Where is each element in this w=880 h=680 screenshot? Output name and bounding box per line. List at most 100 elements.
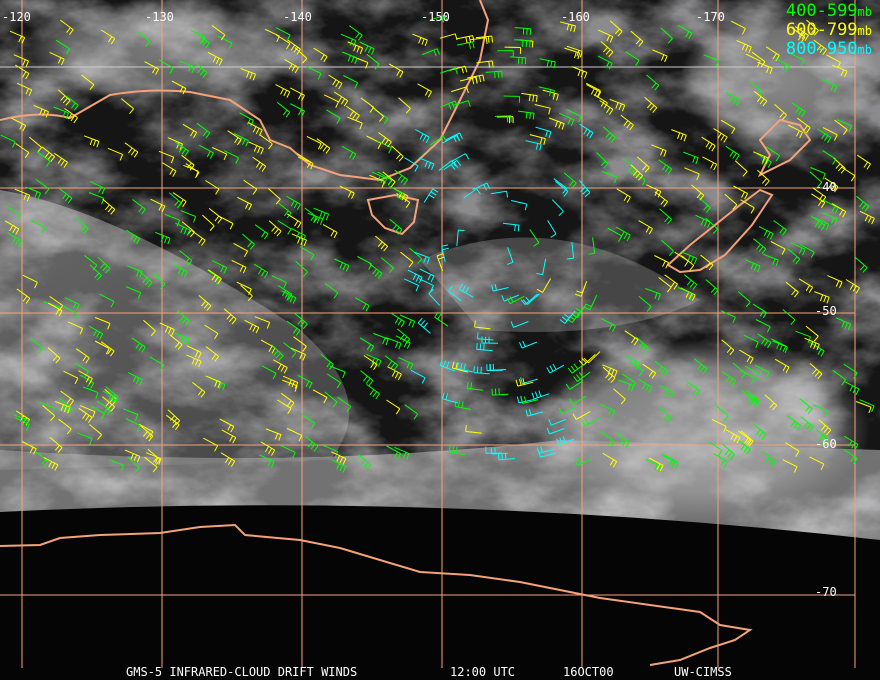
wind-barb (231, 259, 247, 274)
wind-barb (654, 360, 669, 377)
wind-barb (127, 456, 140, 473)
lon-label-160: -160 (561, 10, 590, 24)
wind-barb (743, 334, 759, 349)
wind-barb (369, 263, 383, 279)
wind-barb (417, 83, 432, 98)
wind-barb (473, 366, 490, 375)
wind-barb (77, 432, 93, 445)
wind-barb (520, 377, 538, 385)
wind-barb (475, 35, 493, 43)
wind-barb (301, 413, 316, 429)
wind-barb (834, 119, 848, 135)
wind-barb (616, 188, 631, 203)
wind-barb (280, 392, 295, 409)
wind-barb (294, 313, 308, 330)
wind-barb (404, 404, 419, 420)
wind-barb (259, 454, 275, 468)
wind-barb (817, 128, 832, 144)
wind-barb (510, 200, 528, 211)
wind-barb (485, 70, 503, 79)
wind-barb (313, 47, 328, 63)
wind-barb (765, 146, 781, 162)
wind-barb (286, 428, 303, 442)
lon-label-130: -130 (145, 10, 174, 24)
wind-barb (744, 365, 760, 380)
wind-barb (282, 379, 298, 392)
wind-barb (571, 66, 588, 79)
wind-barb (58, 188, 73, 204)
wind-barb (380, 257, 394, 274)
wind-barb (108, 459, 124, 472)
wind-barb (150, 198, 166, 213)
wind-barb (734, 160, 748, 177)
wind-barb (97, 257, 111, 274)
wind-barb (265, 428, 282, 441)
wind-barb (722, 443, 735, 460)
wind-barb (588, 237, 596, 255)
wind-barb (75, 217, 89, 234)
wind-barb (217, 35, 233, 50)
wind-barb (691, 184, 705, 201)
wind-barb (330, 365, 346, 379)
wind-barb (579, 180, 591, 198)
wind-barb (646, 74, 660, 91)
wind-barb (422, 48, 440, 57)
wind-barb (30, 219, 46, 234)
wind-barb (832, 369, 847, 386)
wind-barb (239, 112, 254, 127)
wind-barb (705, 279, 719, 296)
wind-barb (241, 233, 255, 250)
wind-barb (100, 29, 116, 45)
wind-barb (785, 281, 799, 298)
wind-barb (204, 324, 219, 340)
wind-barb (539, 58, 556, 69)
wind-barb (343, 75, 359, 89)
wind-barb (763, 253, 779, 267)
wind-barb (166, 414, 180, 431)
wind-barb (764, 394, 778, 411)
wind-barb (637, 378, 653, 393)
wind-barb (652, 49, 668, 63)
wind-barb (307, 212, 324, 225)
wind-barb (740, 199, 755, 214)
wind-barb (107, 147, 124, 161)
wind-barb (721, 371, 737, 386)
wind-barb (642, 363, 657, 379)
wind-barb (494, 115, 512, 123)
wind-barb (221, 429, 237, 444)
wind-barb (373, 332, 389, 346)
wind-barb (621, 373, 637, 389)
wind-barb (78, 407, 93, 423)
wind-barb (824, 177, 839, 193)
wind-barb (466, 381, 484, 391)
wind-barb (813, 39, 828, 55)
wind-barb (566, 109, 582, 123)
wind-barb (278, 285, 293, 300)
wind-barb (120, 98, 134, 115)
wind-barb (247, 122, 263, 136)
wind-barb (785, 442, 800, 457)
wind-barb (223, 308, 237, 325)
wind-barb (736, 439, 751, 455)
wind-barb (63, 370, 79, 385)
wind-barb (602, 452, 618, 468)
wind-barb (53, 106, 69, 119)
wind-barb (326, 109, 341, 124)
wind-barb (654, 255, 670, 269)
wind-barb (131, 337, 146, 353)
wind-barb (439, 359, 456, 372)
wind-barb (412, 33, 428, 47)
wind-barb (223, 150, 240, 164)
wind-barb (770, 241, 786, 255)
wind-barb (63, 305, 79, 321)
wind-barb (28, 136, 42, 153)
wind-barb (788, 124, 804, 139)
wind-barb (54, 152, 68, 168)
wind-barb (811, 193, 826, 209)
wind-barb (219, 418, 235, 433)
wind-barb (765, 46, 780, 62)
wind-barb (559, 112, 575, 126)
wind-barb (164, 213, 181, 227)
wind-barb (551, 199, 564, 217)
wind-barb (510, 321, 529, 328)
